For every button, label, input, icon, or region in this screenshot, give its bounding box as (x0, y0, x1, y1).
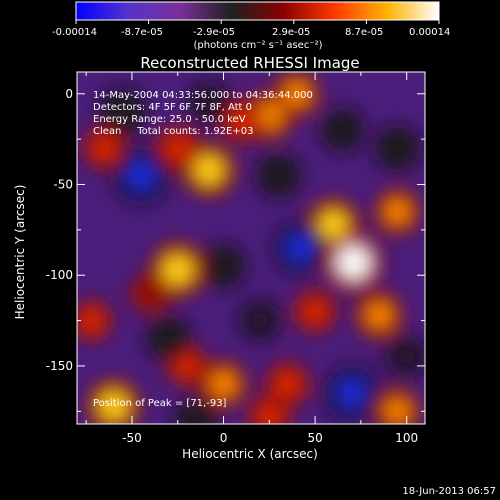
source-core (139, 282, 162, 305)
colorbar-tick-label: -2.9e-05 (193, 27, 235, 38)
x-tick-label: 0 (220, 431, 228, 445)
x-axis-ticks: -50 0 50 100 (85, 72, 418, 445)
source-core (211, 254, 236, 278)
source-core (248, 309, 272, 332)
energy-range-label: Energy Range: 25.0 - 50.0 keV (93, 114, 246, 125)
x-tick-label: 100 (395, 431, 418, 445)
source-core (257, 405, 281, 424)
peak-position-label: Position of Peak = [71,-93] (93, 398, 227, 409)
colorbar-tick-label: 2.9e-05 (272, 27, 310, 38)
source-core (110, 99, 136, 125)
colorbar-tick-label: 8.7e-05 (345, 27, 383, 38)
y-tick-label: -150 (46, 359, 73, 373)
source-core (384, 398, 411, 424)
colorbar-tick-marks (75, 20, 440, 24)
colorbar-units-label: (photons cm⁻² s⁻¹ asec⁻²) (193, 40, 322, 51)
detectors-label: Detectors: 4F 5F 6F 7F 8F, Att 0 (93, 102, 252, 113)
y-tick-label: -50 (53, 177, 73, 191)
source-core (175, 354, 199, 378)
source-core (165, 136, 190, 161)
colorbar (75, 1, 440, 21)
time-range-label: 14-May-2004 04:33:56.000 to 04:36:44.000 (93, 90, 313, 101)
colorbar-tick-label: -0.00014 (52, 27, 97, 38)
source-core (366, 302, 393, 329)
source-core (286, 233, 315, 263)
source-core (92, 136, 117, 160)
source-core (125, 160, 157, 191)
footer-timestamp: 18-Jun-2013 06:57 (402, 486, 496, 497)
source-core (385, 136, 410, 161)
plot-frame (76, 71, 426, 425)
emission-map (77, 72, 425, 424)
source-core (194, 155, 224, 185)
source-core (184, 408, 208, 424)
source-core (80, 309, 103, 332)
source-core (319, 210, 348, 239)
source-core (330, 118, 355, 142)
source-core (303, 299, 327, 324)
x-axis-label: Heliocentric X (arcsec) (182, 447, 318, 461)
source-core (284, 81, 310, 107)
y-axis-ticks: 0 -50 -100 -150 (46, 87, 425, 412)
source-core (275, 371, 300, 397)
source-core (197, 91, 221, 115)
source-core (395, 345, 418, 369)
x-tick-label: 50 (307, 431, 322, 445)
source-core (210, 371, 237, 398)
source-core (162, 254, 193, 285)
source-core (266, 163, 291, 188)
plot-title: Reconstructed RHESSI Image (140, 54, 359, 72)
source-core (336, 378, 367, 408)
colorbar-tick-label: 0.00014 (409, 27, 450, 38)
source-core (337, 246, 371, 280)
source-core (156, 326, 181, 351)
y-tick-label: 0 (65, 87, 73, 101)
clean-counts-label: Clean Total counts: 1.92E+03 (93, 126, 253, 137)
y-tick-label: -100 (46, 268, 73, 282)
image-area (77, 72, 425, 424)
x-tick-label: -50 (122, 431, 142, 445)
y-axis-label: Heliocentric Y (arcsec) (13, 185, 27, 320)
source-core (384, 199, 411, 225)
source-core (230, 109, 254, 133)
colorbar-tick-label: -8.7e-05 (121, 27, 163, 38)
source-core (98, 391, 129, 421)
